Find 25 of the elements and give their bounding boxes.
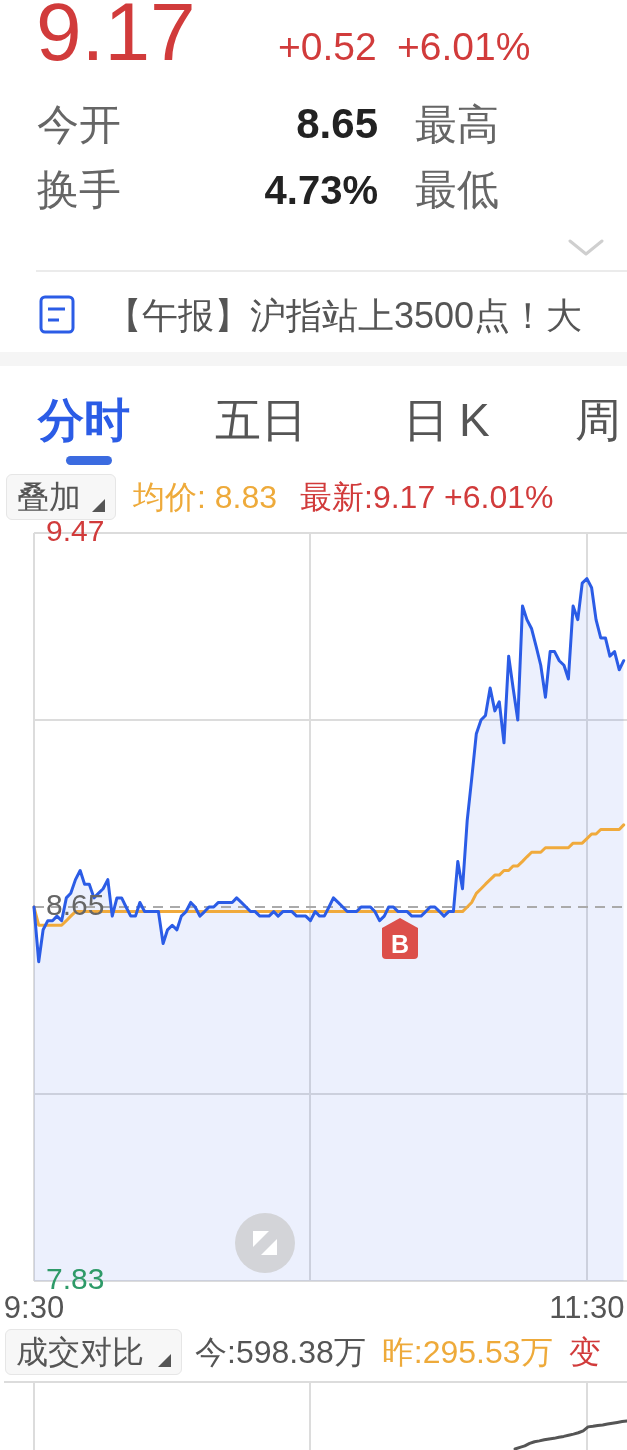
text: +6.01% <box>397 25 531 68</box>
text: 4.73% <box>264 168 378 212</box>
text: 变 <box>568 1334 601 1370</box>
text: 【午报】沪指站上3500点！大 <box>106 295 583 336</box>
text: 昨:295.53万 <box>381 1334 553 1370</box>
y-tick-label: 9.47 <box>46 514 105 548</box>
text: 换手 <box>37 166 121 213</box>
text: 最低 <box>415 166 499 213</box>
text: 今开 <box>37 101 121 148</box>
text: 8.65 <box>296 100 378 147</box>
text: 日K <box>403 394 500 446</box>
text: 叠加 <box>17 479 81 515</box>
text: 9.17 <box>36 0 196 77</box>
text: 五日 <box>215 394 307 446</box>
text: 最新:9.17 +6.01% <box>300 479 554 515</box>
text: 最高 <box>415 101 499 148</box>
tag-icon: B <box>382 918 418 959</box>
text: 分时 <box>38 394 130 446</box>
annotation: B <box>389 930 411 958</box>
text: 周 <box>575 394 621 446</box>
text: +0.52 <box>278 25 377 68</box>
text: 成交对比 <box>16 1334 144 1370</box>
text: 均价: 8.83 <box>133 479 278 515</box>
x-tick-label: 11:30 <box>549 1290 625 1326</box>
text: 今:598.38万 <box>195 1334 366 1370</box>
